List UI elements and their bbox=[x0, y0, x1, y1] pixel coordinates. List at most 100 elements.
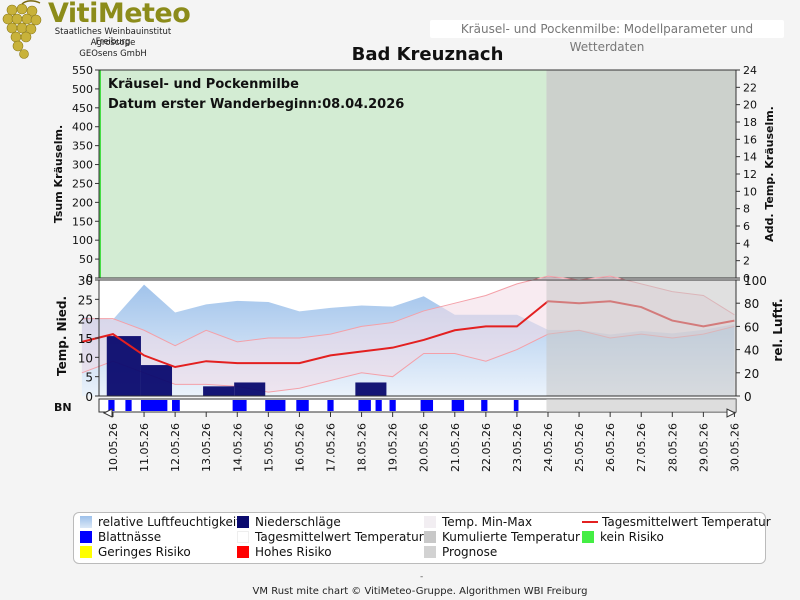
leaf-wetness-bar bbox=[140, 400, 168, 411]
leaf-wetness-bar bbox=[375, 400, 382, 411]
y-tick-label-left: 450 bbox=[72, 102, 93, 115]
y-tick-label-left: 300 bbox=[72, 159, 93, 172]
y-tick-label-left: 200 bbox=[72, 196, 93, 209]
legend-item-humidity: relative Luftfeuchtigkeit bbox=[80, 515, 241, 529]
legend-item-cumulative-temp: Kumulierte Temperatur bbox=[424, 530, 580, 544]
legend-label: Tagesmittelwert Temperatur bbox=[602, 515, 771, 529]
y-tick-label-left: 350 bbox=[72, 140, 93, 153]
leaf-wetness-bar bbox=[513, 400, 519, 411]
precip-bar bbox=[234, 382, 266, 396]
x-tick-label: 23.05.26 bbox=[511, 423, 524, 472]
high-risk-swatch-icon bbox=[237, 546, 249, 558]
x-tick-label: 24.05.26 bbox=[542, 423, 555, 472]
x-tick-label: 29.05.26 bbox=[697, 423, 710, 472]
legend: relative Luftfeuchtigkeit Niederschläge … bbox=[73, 512, 771, 564]
y-tick-label-left: 15 bbox=[78, 332, 93, 346]
y-tick-label-right: 80 bbox=[744, 297, 759, 311]
legend-label: relative Luftfeuchtigkeit bbox=[98, 515, 241, 529]
chart-area: 0501001502002503003504004505005500246810… bbox=[52, 64, 785, 472]
prognose-band-lower bbox=[546, 280, 736, 396]
humidity-swatch-icon bbox=[80, 516, 92, 528]
grape-logo-icon bbox=[2, 0, 42, 59]
y-tick-label-left: 500 bbox=[72, 83, 93, 96]
leaf-wetness-bar bbox=[481, 400, 488, 411]
y-tick-label-right: 16 bbox=[743, 133, 757, 146]
legend-item-temp-mean: Tagesmittelwert Temperatur bbox=[237, 530, 424, 544]
leaf-wetness-bar bbox=[389, 400, 396, 411]
x-tick-label: 20.05.26 bbox=[418, 423, 431, 472]
prognose-band-upper bbox=[546, 70, 736, 278]
y-tick-label-right: 24 bbox=[743, 64, 757, 77]
x-tick-label: 27.05.26 bbox=[635, 423, 648, 472]
precip-bar bbox=[203, 386, 235, 396]
y-tick-label-left: 0 bbox=[85, 390, 93, 404]
y-tick-label-left: 550 bbox=[72, 64, 93, 77]
chart-topbar-title: Kräusel- und Pockenmilbe: Modellparamete… bbox=[430, 20, 784, 54]
y-tick-label-right: 6 bbox=[743, 220, 750, 233]
y-tick-label-left: 30 bbox=[78, 274, 93, 288]
footer-dash: - bbox=[420, 572, 424, 582]
precip-swatch-icon bbox=[237, 516, 249, 528]
leaf-wetness-swatch-icon bbox=[80, 531, 92, 543]
red-line-swatch-icon bbox=[582, 521, 598, 523]
prognose-swatch-icon bbox=[424, 546, 436, 558]
x-tick-label: 30.05.26 bbox=[728, 423, 741, 472]
y-tick-label-left: 400 bbox=[72, 121, 93, 134]
upper-annotation-date: Datum erster Wanderbeginn:08.04.2026 bbox=[108, 97, 404, 112]
y-tick-label-right: 8 bbox=[743, 203, 750, 216]
y-tick-label-right: 0 bbox=[743, 272, 750, 285]
x-tick-label: 28.05.26 bbox=[666, 423, 679, 472]
y-tick-label-right: 60 bbox=[744, 320, 759, 334]
legend-label: kein Risiko bbox=[600, 530, 664, 544]
x-tick-label: 11.05.26 bbox=[138, 423, 151, 472]
y-tick-label-right: 4 bbox=[743, 237, 750, 250]
leaf-wetness-bar bbox=[172, 400, 180, 411]
upper-ylabel-left: Tsum Kräuselm. bbox=[52, 125, 65, 223]
logo-line-geosens: GEOsens GmbH bbox=[79, 49, 147, 59]
x-tick-label: 12.05.26 bbox=[169, 423, 182, 472]
x-tick-label: 15.05.26 bbox=[262, 423, 275, 472]
y-tick-label-right: 100 bbox=[744, 274, 767, 288]
leaf-wetness-bar bbox=[451, 400, 465, 411]
legend-label: Prognose bbox=[442, 545, 498, 559]
leaf-wetness-bar bbox=[358, 400, 371, 411]
no-risk-band bbox=[100, 70, 547, 278]
legend-item-temp-mean-line: Tagesmittelwert Temperatur bbox=[582, 515, 771, 529]
cumulative-swatch-icon bbox=[424, 531, 436, 543]
legend-item-temp-minmax: Temp. Min-Max bbox=[424, 515, 532, 529]
legend-item-high-risk: Hohes Risiko bbox=[237, 545, 332, 559]
y-tick-label-left: 100 bbox=[72, 234, 93, 247]
leaf-wetness-bar bbox=[232, 400, 247, 411]
y-tick-label-left: 5 bbox=[85, 371, 93, 385]
x-axis: 10.05.26 11.05.26 12.05.26 13.05.26 14.05.26… bbox=[107, 412, 741, 472]
logo-line-institute: Staatliches Weinbauinstitut Freiburg bbox=[54, 27, 172, 47]
legend-label: Blattnässe bbox=[98, 530, 162, 544]
x-tick-label: 14.05.26 bbox=[231, 423, 244, 472]
y-tick-label-right: 22 bbox=[743, 81, 757, 94]
legend-label: Geringes Risiko bbox=[98, 545, 191, 559]
lower-ylabel-right: rel. Luftf. bbox=[771, 298, 785, 361]
logo-title: VitiMeteo bbox=[48, 0, 191, 29]
y-tick-label-right: 20 bbox=[744, 367, 759, 381]
upper-ylabel-right: Add. Temp. Kräuselm. bbox=[763, 106, 776, 242]
x-tick-label: 26.05.26 bbox=[604, 423, 617, 472]
precip-bar bbox=[355, 382, 387, 396]
white-swatch-icon bbox=[237, 531, 249, 543]
legend-item-no-risk: kein Risiko bbox=[582, 530, 664, 544]
scroll-left-icon bbox=[102, 408, 113, 418]
y-tick-label-left: 10 bbox=[78, 351, 93, 365]
x-tick-label: 18.05.26 bbox=[356, 423, 369, 472]
leaf-wetness-bar bbox=[108, 400, 115, 411]
y-tick-label-right: 18 bbox=[743, 116, 757, 129]
x-tick-label: 21.05.26 bbox=[449, 423, 462, 472]
y-tick-label-right: 10 bbox=[743, 185, 757, 198]
y-tick-label-left: 50 bbox=[79, 253, 93, 266]
no-risk-edge bbox=[99, 70, 101, 278]
leaf-wetness-bar bbox=[296, 400, 309, 411]
prognose-band-bn bbox=[546, 399, 736, 412]
y-tick-label-right: 40 bbox=[744, 344, 759, 358]
legend-label: Tagesmittelwert Temperatur bbox=[255, 530, 424, 544]
leaf-wetness-bar bbox=[420, 400, 434, 411]
y-tick-label-left: 0 bbox=[86, 272, 93, 285]
